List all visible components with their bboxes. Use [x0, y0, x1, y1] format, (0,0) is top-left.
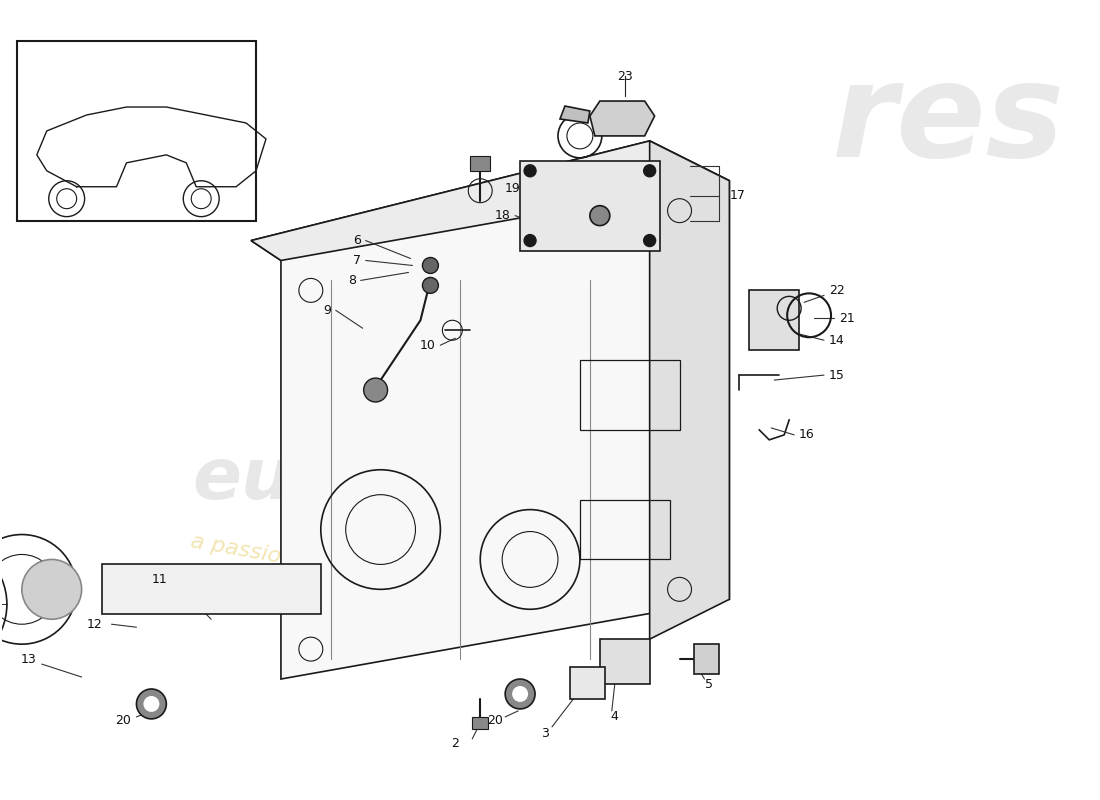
Circle shape: [644, 165, 656, 177]
Text: 9: 9: [323, 304, 331, 317]
Circle shape: [644, 234, 656, 246]
Bar: [600, 639, 650, 684]
Circle shape: [505, 679, 535, 709]
Polygon shape: [560, 106, 590, 123]
Text: 13: 13: [21, 653, 36, 666]
Text: 3: 3: [541, 727, 549, 740]
Text: 15: 15: [829, 369, 845, 382]
Text: 23: 23: [617, 70, 632, 82]
Bar: [580, 360, 680, 430]
Text: 20: 20: [487, 714, 503, 727]
Text: 16: 16: [799, 428, 815, 442]
Text: eurospares: eurospares: [192, 446, 649, 514]
Polygon shape: [251, 141, 729, 261]
Circle shape: [524, 234, 536, 246]
Text: 17: 17: [729, 190, 746, 202]
Bar: [580, 500, 670, 559]
Text: 20: 20: [116, 714, 131, 727]
Circle shape: [422, 258, 439, 274]
Bar: [16, 42, 256, 221]
Text: 19: 19: [505, 182, 520, 195]
Circle shape: [364, 378, 387, 402]
Bar: [471, 156, 491, 170]
Circle shape: [524, 165, 536, 177]
Circle shape: [143, 696, 160, 712]
Text: 6: 6: [353, 234, 361, 247]
Polygon shape: [251, 141, 729, 679]
Text: 8: 8: [348, 274, 355, 287]
Text: 14: 14: [829, 334, 845, 346]
Text: 2: 2: [451, 738, 460, 750]
Bar: [101, 565, 321, 614]
Circle shape: [422, 278, 439, 294]
Text: 11: 11: [152, 573, 167, 586]
Circle shape: [513, 686, 528, 702]
Bar: [570, 667, 605, 699]
Text: 22: 22: [829, 284, 845, 297]
Polygon shape: [590, 101, 654, 136]
Text: 18: 18: [494, 209, 510, 222]
Text: 21: 21: [839, 312, 855, 325]
Circle shape: [22, 559, 81, 619]
Circle shape: [590, 206, 609, 226]
Bar: [472, 717, 488, 729]
Text: 5: 5: [705, 678, 714, 690]
Text: 4: 4: [610, 710, 618, 723]
Circle shape: [136, 689, 166, 719]
Text: 12: 12: [87, 618, 102, 630]
Text: a passion for cars since 1985: a passion for cars since 1985: [188, 531, 513, 607]
Bar: [694, 644, 719, 674]
Bar: [749, 290, 799, 350]
Polygon shape: [650, 141, 729, 639]
Text: 7: 7: [353, 254, 361, 267]
Text: res: res: [832, 58, 1065, 185]
Bar: [520, 161, 660, 250]
Text: 10: 10: [419, 338, 436, 352]
